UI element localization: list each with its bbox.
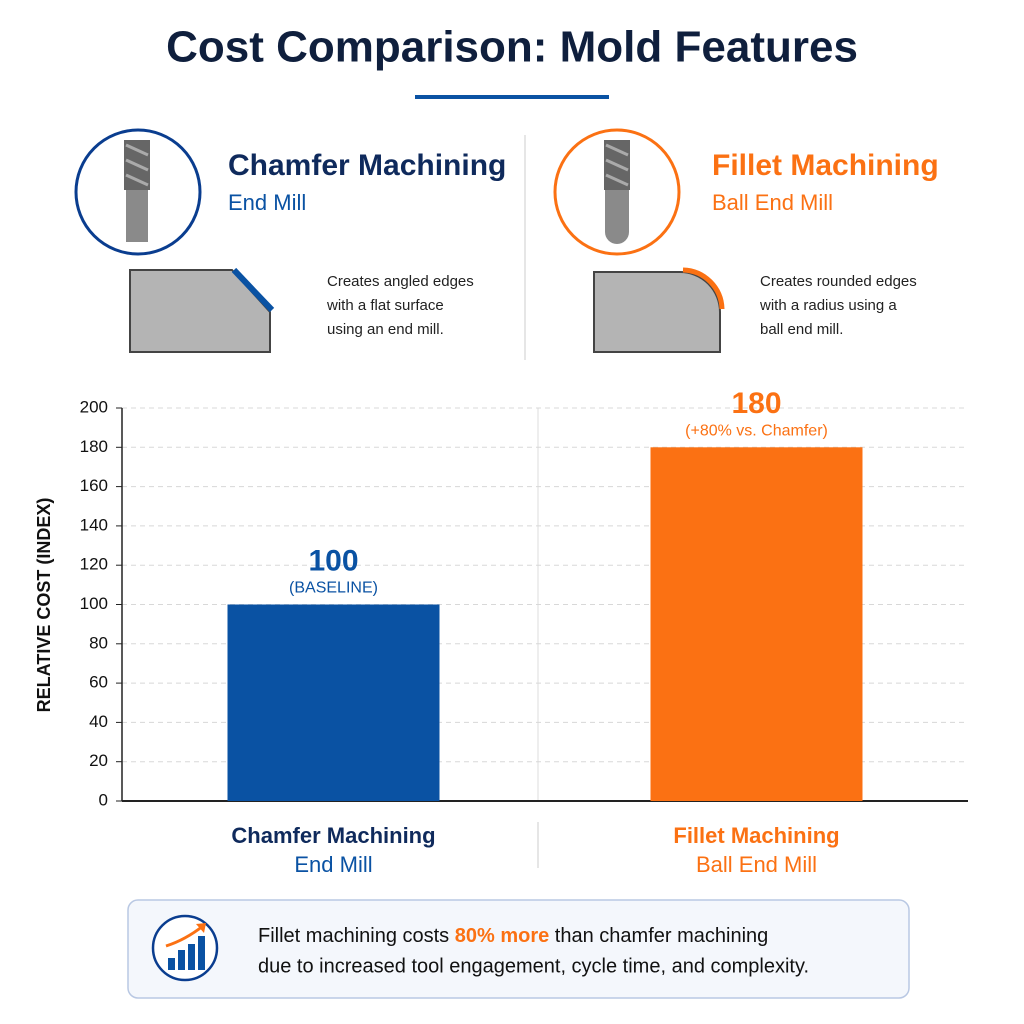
callout-box <box>127 899 910 999</box>
callout-text: due to increased tool engagement, cycle … <box>258 955 809 977</box>
y-axis-label: RELATIVE COST (INDEX) <box>34 498 54 713</box>
x-tick-label: Fillet Machining <box>673 823 839 848</box>
panel-description: Creates rounded edges <box>760 273 917 290</box>
value-annotation: (+80% vs. Chamfer) <box>685 423 828 440</box>
panel-description: with a radius using a <box>759 297 897 314</box>
y-tick-label: 80 <box>89 633 108 652</box>
x-tick-sublabel: End Mill <box>294 852 372 877</box>
panel-title: Chamfer Machining <box>228 149 506 182</box>
panel-description: Creates angled edges <box>327 273 474 290</box>
panel-description: using an end mill. <box>327 321 444 338</box>
y-tick-label: 200 <box>80 397 108 416</box>
value-label: 180 <box>731 387 781 420</box>
fillet-edge <box>682 267 725 310</box>
x-tick-sublabel: Ball End Mill <box>696 852 817 877</box>
y-tick-label: 20 <box>89 751 108 770</box>
panel-description: ball end mill. <box>760 321 843 338</box>
panel-description: with a flat surface <box>326 297 444 314</box>
end-mill-icon <box>124 140 150 242</box>
y-tick-label: 160 <box>80 476 108 495</box>
bar <box>227 604 440 801</box>
x-tick-label: Chamfer Machining <box>231 823 435 848</box>
y-tick-label: 180 <box>80 437 108 456</box>
callout-text: Fillet machining costs <box>258 925 455 947</box>
trend-icon <box>151 914 219 982</box>
y-tick-label: 140 <box>80 515 108 534</box>
y-tick-label: 60 <box>89 673 108 692</box>
chamfer-shape <box>129 269 271 353</box>
title-underline <box>415 95 609 99</box>
fillet-shape <box>593 271 721 353</box>
y-tick-label: 120 <box>80 555 108 574</box>
callout-text: Fillet machining costs 80% more than cha… <box>258 925 768 947</box>
y-tick-label: 0 <box>99 790 108 809</box>
page-title: Cost Comparison: Mold Features <box>166 23 858 72</box>
callout-highlight: 80% more <box>455 925 550 947</box>
value-label: 100 <box>308 544 358 577</box>
bar <box>650 447 863 801</box>
y-tick-label: 40 <box>89 712 108 731</box>
chart: RELATIVE COST (INDEX) 0 20 40 60 80 100 120 140… <box>34 387 968 877</box>
ball-end-mill-icon <box>604 140 630 244</box>
panel-title: Fillet Machining <box>712 149 939 182</box>
panel-subtitle: Ball End Mill <box>712 190 833 215</box>
value-annotation: (BASELINE) <box>289 580 378 597</box>
y-tick-label: 100 <box>80 594 108 613</box>
callout-text: than chamfer machining <box>549 925 768 947</box>
panel-subtitle: End Mill <box>228 190 306 215</box>
chamfer-edge <box>231 267 275 313</box>
